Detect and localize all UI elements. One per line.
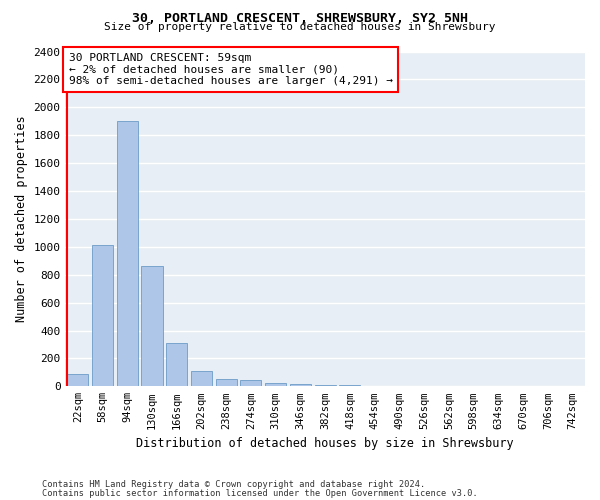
Bar [191,371,212,386]
X-axis label: Distribution of detached houses by size in Shrewsbury: Distribution of detached houses by size … [136,437,514,450]
Text: 30 PORTLAND CRESCENT: 59sqm
← 2% of detached houses are smaller (90)
98% of semi: 30 PORTLAND CRESCENT: 59sqm ← 2% of deta… [68,53,392,86]
Bar [67,374,88,386]
Text: Size of property relative to detached houses in Shrewsbury: Size of property relative to detached ho… [104,22,496,32]
Bar [265,382,286,386]
Bar [314,384,336,386]
Text: Contains public sector information licensed under the Open Government Licence v3: Contains public sector information licen… [42,490,478,498]
Bar [340,385,361,386]
Y-axis label: Number of detached properties: Number of detached properties [15,116,28,322]
Bar [216,378,237,386]
Text: Contains HM Land Registry data © Crown copyright and database right 2024.: Contains HM Land Registry data © Crown c… [42,480,425,489]
Bar [241,380,262,386]
Bar [117,122,138,386]
Bar [142,266,163,386]
Bar [92,246,113,386]
Bar [290,384,311,386]
Bar [166,343,187,386]
Text: 30, PORTLAND CRESCENT, SHREWSBURY, SY2 5NH: 30, PORTLAND CRESCENT, SHREWSBURY, SY2 5… [132,12,468,26]
